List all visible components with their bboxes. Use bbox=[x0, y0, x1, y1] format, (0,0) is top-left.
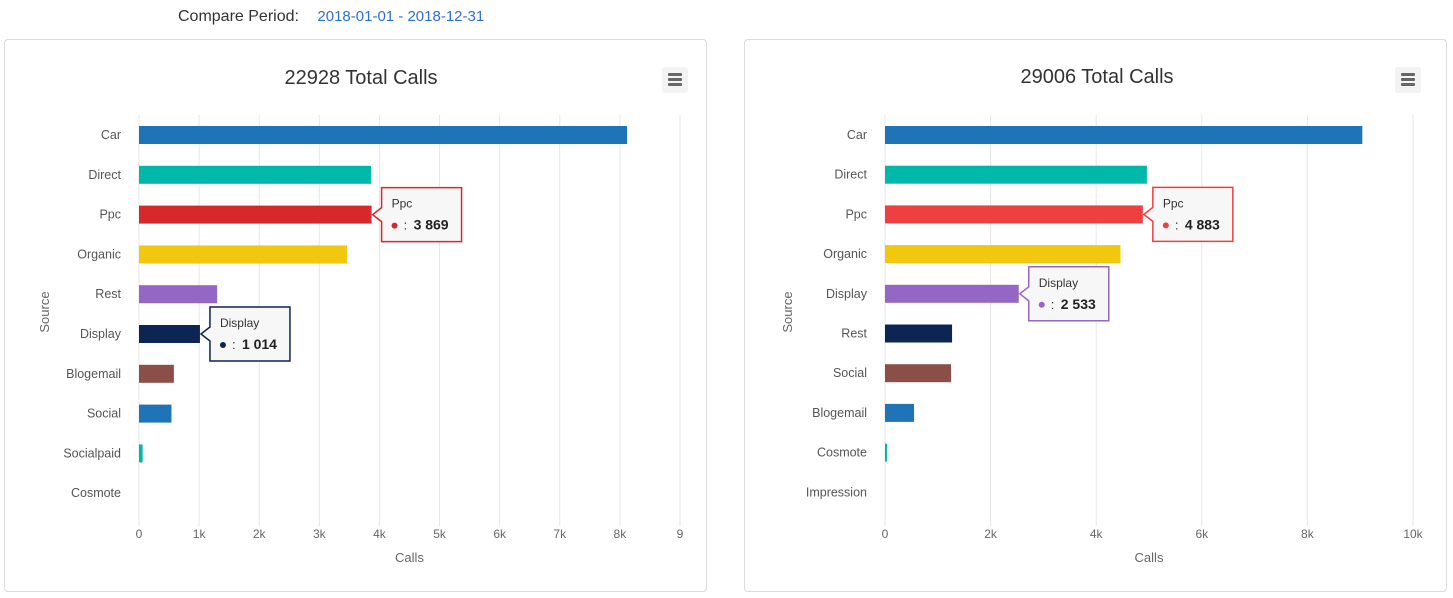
bar bbox=[139, 444, 143, 463]
tooltip: Display: 1 014 bbox=[199, 306, 291, 362]
bar bbox=[885, 364, 951, 383]
y-category-label: Socialpaid bbox=[63, 446, 121, 460]
y-category-label: Ppc bbox=[99, 208, 121, 222]
tooltip: Display: 2 533 bbox=[1018, 266, 1110, 322]
y-category-label: Organic bbox=[823, 247, 867, 261]
bar bbox=[885, 245, 1121, 264]
tooltip-colon: : bbox=[1175, 217, 1179, 232]
x-tick-label: 9 bbox=[677, 527, 684, 541]
y-category-label: Blogemail bbox=[66, 367, 121, 381]
chart-menu-button-left[interactable] bbox=[662, 67, 688, 93]
bar bbox=[885, 403, 915, 422]
bar bbox=[139, 205, 372, 224]
chart-left: 22928 Total Calls 0 1k 2k 3k 4k 5k 6k 7k 8k 9 Calls… bbox=[37, 67, 684, 565]
tooltip-label: Display bbox=[1039, 276, 1078, 290]
y-category-label: Display bbox=[80, 327, 122, 341]
x-axis-title: Calls bbox=[395, 550, 424, 565]
chart-title: 29006 Total Calls bbox=[1020, 66, 1173, 88]
bar bbox=[885, 284, 1019, 303]
tooltip-value: 2 533 bbox=[1061, 296, 1096, 312]
x-tick-label: 2k bbox=[253, 527, 267, 541]
tooltip-marker bbox=[391, 222, 398, 229]
hamburger-icon-bar bbox=[1401, 73, 1415, 76]
chart-menu-button-right[interactable] bbox=[1395, 67, 1421, 93]
y-category-label: Organic bbox=[77, 247, 121, 261]
chart-right: 29006 Total Calls 0 2k 4k 6k 8k 10k Calls Source… bbox=[780, 66, 1424, 565]
tooltip-value: 4 883 bbox=[1185, 216, 1220, 232]
y-category-label: Social bbox=[87, 407, 121, 421]
tooltip-marker bbox=[1038, 301, 1045, 308]
x-tick-label: 3k bbox=[313, 527, 327, 541]
bar bbox=[885, 324, 953, 343]
x-tick-label: 0 bbox=[882, 527, 889, 541]
tooltip-colon: : bbox=[232, 337, 236, 352]
y-category-label: Rest bbox=[841, 327, 867, 341]
x-tick-label: 2k bbox=[984, 527, 998, 541]
y-category-label: Rest bbox=[95, 287, 121, 301]
bar bbox=[139, 364, 174, 383]
x-tick-label: 0 bbox=[136, 527, 143, 541]
x-tick-label: 4k bbox=[373, 527, 387, 541]
tooltip-box bbox=[1142, 186, 1234, 243]
tooltip: Ppc: 4 883 bbox=[1142, 186, 1234, 243]
tooltip-value: 3 869 bbox=[414, 217, 449, 233]
hamburger-icon-bar bbox=[1401, 78, 1415, 81]
compare-period: Compare Period: 2018-01-01 - 2018-12-31 bbox=[178, 8, 484, 26]
chart-panel-left: 22928 Total Calls 0 1k 2k 3k 4k 5k 6k 7k 8k 9 Calls… bbox=[4, 39, 707, 592]
bar bbox=[139, 245, 347, 264]
y-category-label: Direct bbox=[88, 168, 121, 182]
x-tick-label: 1k bbox=[193, 527, 207, 541]
tooltip-label: Display bbox=[220, 316, 259, 330]
compare-period-label: Compare Period: bbox=[178, 8, 299, 25]
chart-title: 22928 Total Calls bbox=[284, 67, 437, 89]
hamburger-icon-bar bbox=[668, 73, 682, 76]
compare-period-value[interactable]: 2018-01-01 - 2018-12-31 bbox=[317, 8, 485, 25]
bar bbox=[139, 126, 628, 144]
x-tick-label: 5k bbox=[433, 527, 447, 541]
x-tick-label: 10k bbox=[1403, 527, 1423, 541]
x-axis-title: Calls bbox=[1135, 550, 1164, 565]
tooltip-marker bbox=[1162, 222, 1169, 229]
tooltip-marker bbox=[219, 342, 226, 348]
tooltip: Ppc: 3 869 bbox=[371, 186, 463, 243]
hamburger-icon-bar bbox=[668, 83, 682, 86]
x-tick-label: 7k bbox=[553, 527, 567, 541]
hamburger-icon-bar bbox=[668, 78, 682, 81]
y-category-label: Blogemail bbox=[812, 406, 867, 420]
x-tick-label: 4k bbox=[1090, 527, 1104, 541]
y-category-label: Impression bbox=[806, 485, 867, 499]
bar bbox=[885, 443, 887, 462]
tooltip-colon: : bbox=[1051, 297, 1055, 312]
y-category-label: Car bbox=[101, 128, 121, 142]
y-category-label: Cosmote bbox=[71, 486, 121, 500]
y-category-label: Direct bbox=[834, 168, 867, 182]
bar bbox=[139, 285, 218, 304]
y-category-label: Display bbox=[826, 287, 868, 301]
y-category-label: Cosmote bbox=[817, 446, 867, 460]
y-category-label: Car bbox=[847, 128, 867, 142]
x-tick-label: 8k bbox=[1301, 527, 1315, 541]
x-tick-label: 8k bbox=[614, 527, 628, 541]
bar bbox=[885, 205, 1143, 224]
y-axis-title: Source bbox=[780, 291, 795, 332]
tooltip-label: Ppc bbox=[1163, 196, 1184, 210]
y-category-label: Social bbox=[833, 366, 867, 380]
chart-panel-right: 29006 Total Calls 0 2k 4k 6k 8k 10k Calls Source… bbox=[744, 39, 1447, 592]
tooltip-label: Ppc bbox=[392, 197, 413, 211]
y-category-label: Ppc bbox=[845, 207, 867, 221]
bar bbox=[885, 165, 1147, 184]
x-tick-label: 6k bbox=[1195, 527, 1209, 541]
bar bbox=[139, 404, 172, 423]
bar bbox=[139, 325, 200, 343]
hamburger-icon-bar bbox=[1401, 83, 1415, 86]
bar bbox=[885, 126, 1363, 144]
y-axis-title: Source bbox=[37, 291, 52, 332]
tooltip-value: 1 014 bbox=[242, 336, 277, 352]
tooltip-box bbox=[371, 186, 463, 243]
x-tick-label: 6k bbox=[493, 527, 507, 541]
tooltip-colon: : bbox=[404, 218, 408, 233]
bar bbox=[139, 165, 372, 184]
